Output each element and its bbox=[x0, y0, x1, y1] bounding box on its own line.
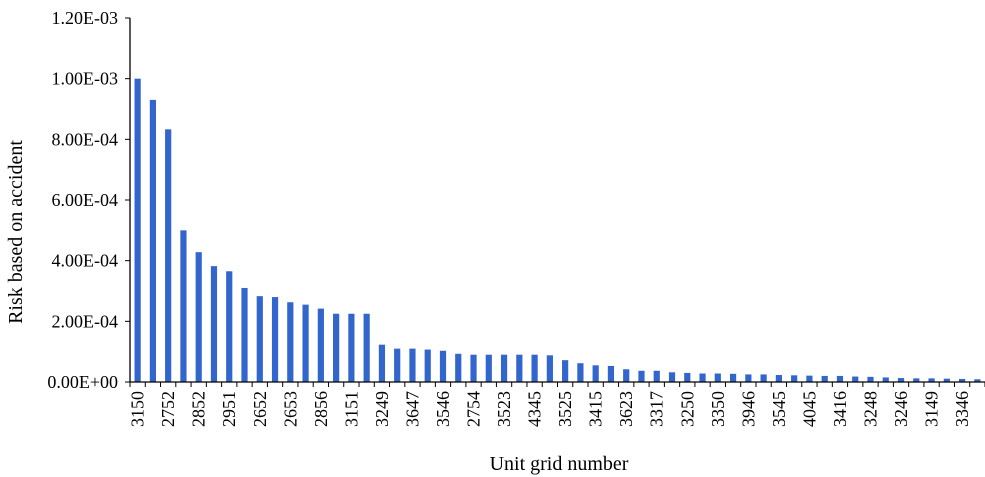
bar bbox=[699, 373, 706, 382]
bar bbox=[271, 297, 279, 382]
x-tick-label: 3350 bbox=[708, 391, 728, 427]
bar bbox=[531, 354, 538, 382]
bar bbox=[821, 375, 828, 382]
x-tick-label: 4045 bbox=[799, 391, 819, 427]
x-tick-label: 3346 bbox=[952, 391, 972, 427]
bar bbox=[363, 313, 370, 382]
y-tick-label: 0.00E+00 bbox=[47, 372, 118, 392]
bar bbox=[897, 378, 905, 382]
x-tick-label: 3248 bbox=[860, 391, 880, 427]
bar bbox=[378, 344, 386, 382]
x-tick-label: 3250 bbox=[677, 391, 697, 427]
x-tick-label: 2852 bbox=[189, 391, 209, 427]
bar bbox=[974, 379, 981, 382]
bar bbox=[729, 373, 737, 382]
x-tick-label: 4345 bbox=[525, 391, 545, 427]
bar bbox=[760, 374, 767, 382]
bar bbox=[592, 365, 599, 382]
y-tick-label: 6.00E-04 bbox=[52, 190, 119, 210]
bar bbox=[424, 349, 431, 382]
y-axis-title: Risk based on accident bbox=[5, 140, 27, 324]
bar bbox=[485, 354, 492, 382]
x-tick-label: 2752 bbox=[158, 391, 178, 427]
bar bbox=[714, 373, 721, 382]
y-tick-label: 1.20E-03 bbox=[52, 8, 119, 28]
x-tick-label: 3317 bbox=[647, 391, 667, 427]
bar bbox=[745, 374, 752, 382]
x-tick-label: 3249 bbox=[372, 391, 392, 427]
bar bbox=[302, 304, 309, 382]
x-axis-title: Unit grid number bbox=[490, 453, 629, 475]
x-tick-label: 3246 bbox=[891, 391, 911, 427]
y-tick-label: 4.00E-04 bbox=[52, 251, 119, 271]
bar bbox=[348, 313, 355, 382]
bar bbox=[852, 376, 859, 382]
bar bbox=[470, 354, 477, 382]
x-tick-label: 3623 bbox=[616, 391, 636, 427]
x-tick-label: 3546 bbox=[433, 391, 453, 427]
bar bbox=[928, 378, 935, 382]
bar bbox=[180, 230, 187, 382]
bar bbox=[241, 287, 248, 382]
bar bbox=[149, 99, 157, 383]
x-tick-label: 3415 bbox=[586, 391, 606, 427]
y-tick-label: 8.00E-04 bbox=[52, 129, 119, 149]
x-tick-label: 3946 bbox=[738, 391, 758, 427]
bar bbox=[653, 370, 660, 382]
bar bbox=[668, 372, 676, 382]
bar bbox=[134, 78, 141, 383]
bar bbox=[806, 375, 813, 382]
x-tick-label: 3149 bbox=[922, 391, 942, 427]
bar bbox=[867, 376, 874, 382]
y-tick-label: 2.00E-04 bbox=[52, 311, 119, 331]
bar bbox=[165, 129, 172, 382]
bar bbox=[623, 369, 630, 382]
bar bbox=[516, 354, 523, 382]
x-tick-label: 2652 bbox=[250, 391, 270, 427]
bar bbox=[562, 360, 569, 382]
x-tick-label: 3647 bbox=[402, 391, 422, 427]
bar bbox=[791, 375, 798, 382]
x-tick-label: 2653 bbox=[280, 391, 300, 427]
x-tick-label: 3416 bbox=[830, 391, 850, 427]
bar bbox=[500, 354, 508, 382]
bar bbox=[882, 377, 889, 382]
y-tick-label: 1.00E-03 bbox=[52, 69, 119, 89]
x-axis-ticks: 3150 2752 2852 2951 2652 2653 2856 3151 3249 3647… bbox=[128, 382, 985, 427]
y-axis-ticks: 0.00E+00 2.00E-04 4.00E-04 6.00E-04 8.00E-04… bbox=[47, 8, 130, 392]
bars bbox=[134, 78, 981, 383]
bar bbox=[455, 353, 462, 382]
x-tick-label: 3523 bbox=[494, 391, 514, 427]
bar bbox=[195, 252, 202, 382]
x-tick-label: 3545 bbox=[769, 391, 789, 427]
bar bbox=[577, 363, 584, 382]
bar bbox=[210, 266, 218, 382]
bar bbox=[394, 348, 401, 382]
x-tick-label: 2856 bbox=[311, 391, 331, 427]
bar bbox=[638, 370, 645, 382]
bar bbox=[943, 378, 950, 382]
bar bbox=[913, 378, 920, 382]
bar bbox=[607, 365, 615, 382]
bar bbox=[684, 372, 691, 382]
bar bbox=[226, 271, 233, 382]
bar bbox=[317, 308, 324, 382]
x-tick-label: 2754 bbox=[464, 391, 484, 427]
bar bbox=[256, 296, 263, 382]
bar bbox=[958, 378, 966, 382]
bar bbox=[287, 302, 294, 382]
bar bbox=[439, 350, 447, 382]
bar bbox=[836, 375, 844, 382]
x-tick-label: 3525 bbox=[555, 391, 575, 427]
bar bbox=[409, 348, 416, 382]
bar bbox=[546, 355, 553, 382]
bar bbox=[775, 375, 782, 382]
x-tick-label: 3151 bbox=[341, 391, 361, 427]
x-tick-label: 3150 bbox=[128, 391, 148, 427]
x-tick-label: 2951 bbox=[219, 391, 239, 427]
bar bbox=[333, 313, 340, 382]
